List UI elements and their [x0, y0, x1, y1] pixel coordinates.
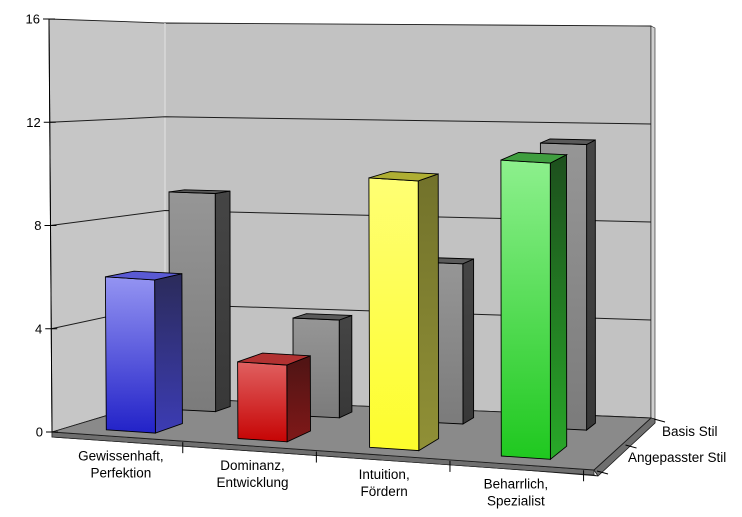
bar-front-face: [500, 159, 551, 460]
bar-side-face: [154, 273, 183, 434]
category-label: Perfektion: [90, 465, 151, 480]
series-label-back: Basis Stil: [662, 424, 718, 439]
bar-front-face: [237, 361, 288, 443]
bar-side-face: [286, 355, 311, 443]
bar-top-face: [168, 189, 231, 194]
category-label: Spezialist: [487, 494, 545, 509]
bar-side-face: [417, 173, 440, 452]
category-label: Dominanz,: [220, 458, 285, 473]
category-label: Entwicklung: [216, 475, 288, 490]
bar-top-face: [540, 138, 596, 145]
bar-angepasster-stil-cat3: [500, 152, 569, 461]
y-axis-tick-label: 8: [34, 218, 41, 233]
bar-angepasster-stil-cat0: [104, 270, 183, 434]
series-axis-tick: [625, 444, 637, 449]
bar-top-face: [368, 171, 439, 182]
y-axis-tick-label: 0: [36, 425, 43, 440]
series-label-front: Angepasster Stil: [628, 450, 726, 465]
category-label: Beharrlich,: [484, 477, 549, 492]
category-label: Gewissenhaft,: [78, 448, 164, 463]
gridline-8: [50, 209, 652, 226]
bar-top-face: [500, 152, 569, 164]
bar-side-face: [586, 139, 596, 432]
bar-angepasster-stil-cat1: [237, 352, 311, 443]
bar-side-face: [338, 314, 353, 419]
category-label: Fördern: [361, 484, 408, 499]
wall-right-edge: [650, 25, 656, 421]
series-axis-tick: [596, 470, 609, 475]
bar-side-face: [549, 153, 568, 461]
bar-side-face: [214, 190, 231, 413]
bar-top-face: [105, 270, 182, 281]
series-axis-tick: [653, 418, 666, 423]
category-label: Intuition,: [359, 467, 410, 482]
y-axis-tick-label: 12: [26, 115, 40, 130]
y-axis-tick-label: 16: [26, 12, 40, 27]
y-axis-tick-label: 4: [35, 321, 42, 336]
bar-side-face: [462, 258, 475, 425]
bar-front-face: [368, 177, 420, 452]
bar-top-face: [237, 352, 311, 366]
bar-front-face: [104, 276, 156, 434]
gridline-12: [49, 116, 652, 125]
bar-angepasster-stil-cat2: [368, 171, 440, 452]
bar-top-face: [292, 313, 352, 321]
